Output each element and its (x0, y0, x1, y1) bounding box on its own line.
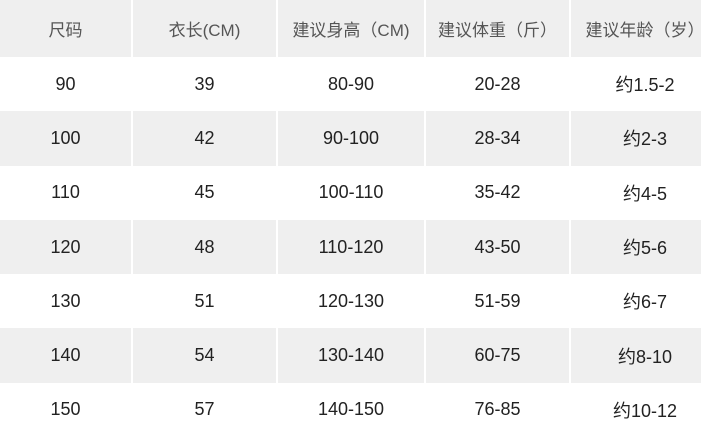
cell-length: 57 (132, 382, 278, 437)
cell-size: 100 (0, 111, 133, 166)
cell-length: 45 (132, 165, 278, 220)
header-length: 衣长(CM) (132, 0, 278, 57)
table-row: 120 48 110-120 43-50 约5-6 (0, 219, 701, 275)
cell-height: 120-130 (277, 274, 426, 329)
cell-length: 54 (132, 328, 278, 383)
header-row: 尺码 衣长(CM) 建议身高（CM) 建议体重（斤） 建议年龄（岁） (0, 0, 701, 57)
table-row: 140 54 130-140 60-75 约8-10 (0, 328, 701, 383)
cell-height: 100-110 (277, 165, 426, 220)
cell-weight: 76-85 (425, 382, 571, 437)
cell-height: 110-120 (277, 219, 426, 275)
cell-age: 约10-12 (570, 382, 701, 437)
cell-size: 130 (0, 274, 133, 329)
cell-age: 约2-3 (570, 111, 701, 166)
cell-height: 80-90 (277, 57, 426, 112)
cell-size: 140 (0, 328, 133, 383)
cell-size: 90 (0, 57, 133, 112)
cell-height: 140-150 (277, 382, 426, 437)
cell-age: 约4-5 (570, 165, 701, 220)
header-size: 尺码 (0, 0, 133, 57)
table-row: 90 39 80-90 20-28 约1.5-2 (0, 57, 701, 112)
cell-weight: 43-50 (425, 219, 571, 275)
table-row: 130 51 120-130 51-59 约6-7 (0, 274, 701, 329)
header-age: 建议年龄（岁） (570, 0, 701, 57)
table-row: 100 42 90-100 28-34 约2-3 (0, 111, 701, 166)
cell-height: 90-100 (277, 111, 426, 166)
cell-weight: 60-75 (425, 328, 571, 383)
cell-length: 51 (132, 274, 278, 329)
cell-age: 约1.5-2 (570, 57, 701, 112)
cell-age: 约8-10 (570, 328, 701, 383)
cell-length: 39 (132, 57, 278, 112)
cell-length: 48 (132, 219, 278, 275)
cell-size: 110 (0, 165, 133, 220)
cell-weight: 28-34 (425, 111, 571, 166)
cell-age: 约5-6 (570, 219, 701, 275)
cell-size: 120 (0, 219, 133, 275)
cell-size: 150 (0, 382, 133, 437)
header-weight: 建议体重（斤） (425, 0, 571, 57)
cell-weight: 20-28 (425, 57, 571, 112)
cell-age: 约6-7 (570, 274, 701, 329)
table-row: 110 45 100-110 35-42 约4-5 (0, 165, 701, 220)
cell-weight: 51-59 (425, 274, 571, 329)
table-row: 150 57 140-150 76-85 约10-12 (0, 382, 701, 437)
cell-length: 42 (132, 111, 278, 166)
cell-height: 130-140 (277, 328, 426, 383)
header-height: 建议身高（CM) (277, 0, 426, 57)
cell-weight: 35-42 (425, 165, 571, 220)
